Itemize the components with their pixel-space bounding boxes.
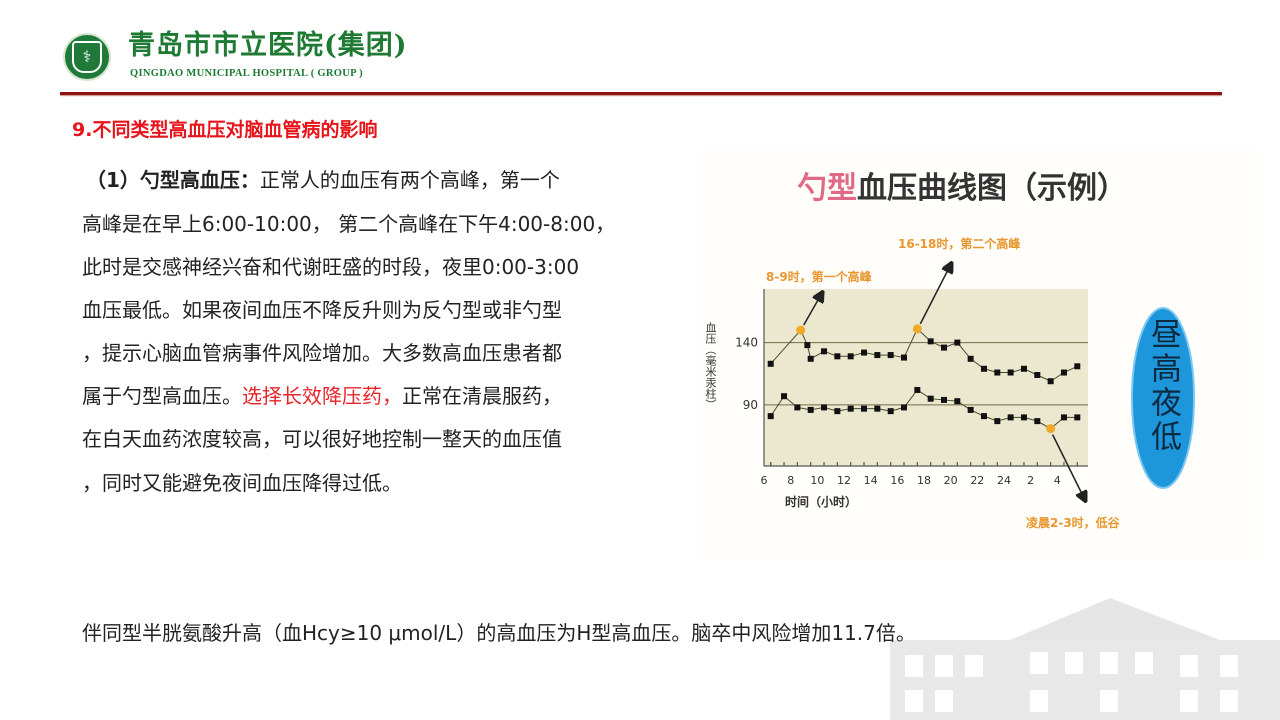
paragraph-line-8: ，同时又能避免夜间血压降得过低。	[82, 471, 402, 495]
data-point	[994, 418, 1001, 425]
data-point	[847, 405, 854, 412]
data-point	[1047, 378, 1054, 385]
h-type-hypertension-note: 伴同型半胱氨酸升高（血Hcy≥10 μmol/L）的高血压为H型高血压。脑卒中风…	[82, 621, 916, 645]
data-point	[821, 348, 828, 355]
data-point	[901, 354, 908, 361]
data-point	[861, 349, 868, 356]
data-point	[1060, 369, 1067, 376]
plot-area	[764, 289, 1088, 466]
x-tick-label: 12	[837, 474, 851, 487]
x-tick-label: 2	[1027, 474, 1034, 487]
paragraph-line-4: 血压最低。如果夜间血压不降反升则为反勺型或非勺型	[82, 298, 562, 322]
data-point	[927, 338, 934, 345]
x-tick-label: 8	[787, 474, 794, 487]
data-point	[887, 352, 894, 359]
annotation-first-peak: 8-9时，第一个高峰	[766, 269, 873, 284]
x-tick-label: 4	[1054, 474, 1061, 487]
data-point	[847, 353, 854, 360]
section-title: 9.不同类型高血压对脑血管病的影响	[72, 119, 378, 141]
data-point	[927, 395, 934, 402]
data-point	[1007, 369, 1014, 376]
data-point	[994, 369, 1001, 376]
highlight-point	[1046, 424, 1056, 434]
hospital-building-watermark	[890, 598, 1280, 720]
data-point	[980, 365, 987, 372]
x-axis-label: 时间（小时）	[785, 494, 857, 509]
annotation-second-peak: 16-18时，第二个高峰	[898, 236, 1021, 251]
data-point	[807, 355, 814, 362]
y-axis-label: 血压（毫米汞柱）	[704, 322, 717, 410]
data-point	[954, 398, 961, 405]
data-point	[1020, 414, 1027, 421]
data-point	[821, 404, 828, 411]
paragraph-lead: （1）勺型高血压：	[86, 168, 260, 192]
data-point	[1034, 418, 1041, 425]
data-point	[1074, 414, 1081, 421]
data-point	[861, 405, 868, 412]
data-point	[794, 404, 801, 411]
data-point	[914, 386, 921, 393]
data-point	[781, 393, 788, 400]
data-point	[980, 413, 987, 420]
x-tick-label: 14	[864, 474, 878, 487]
data-point	[887, 408, 894, 415]
data-point	[940, 344, 947, 351]
y-tick-label: 140	[735, 336, 758, 350]
annotation-arrow	[803, 293, 822, 326]
data-point	[1034, 372, 1041, 379]
chart-title: 勺型血压曲线图（示例）	[797, 171, 1127, 206]
paragraph-line-2: 高峰是在早上6:00-10:00， 第二个高峰在下午4:00-8:00，	[82, 212, 616, 236]
caduceus-icon: ⚕	[72, 41, 102, 73]
annotation-trough: 凌晨2-3时，低谷	[1026, 515, 1121, 530]
data-point	[1074, 363, 1081, 370]
data-point	[874, 405, 881, 412]
annotation-arrow	[919, 264, 951, 325]
data-point	[954, 339, 961, 346]
x-tick-label: 24	[997, 474, 1011, 487]
paragraph-text: 正常在清晨服药，	[402, 384, 562, 408]
data-point	[874, 352, 881, 359]
data-point	[1060, 414, 1067, 421]
day-high-night-low-badge	[1131, 307, 1195, 489]
data-point	[1007, 414, 1014, 421]
paragraph-line-1: （1）勺型高血压：正常人的血压有两个高峰，第一个	[86, 166, 560, 194]
data-point	[834, 408, 841, 415]
data-point	[901, 404, 908, 411]
paragraph-text: 属于勺型高血压。	[82, 384, 242, 408]
hospital-logo: ⚕	[63, 33, 111, 81]
highlight-point	[912, 324, 922, 334]
data-point	[804, 342, 811, 349]
data-point	[807, 406, 814, 413]
header-divider	[60, 92, 1222, 95]
x-tick-label: 16	[890, 474, 904, 487]
highlight-text: 选择长效降压药，	[242, 384, 402, 408]
annotation-arrow	[1051, 434, 1085, 500]
data-point	[967, 406, 974, 413]
data-point	[940, 396, 947, 403]
hospital-name-cn: 青岛市市立医院(集团)	[128, 30, 408, 61]
highlight-point	[796, 325, 806, 335]
x-tick-label: 22	[970, 474, 984, 487]
hospital-name-en: QINGDAO MUNICIPAL HOSPITAL ( GROUP )	[130, 68, 363, 79]
y-tick-label: 90	[743, 398, 758, 412]
paragraph-line-5: ，提示心脑血管病事件风险增加。大多数高血压患者都	[82, 341, 562, 365]
x-tick-label: 6	[761, 474, 768, 487]
x-tick-label: 10	[810, 474, 824, 487]
paragraph-text: 正常人的血压有两个高峰，第一个	[259, 168, 560, 192]
paragraph-line-6: 属于勺型高血压。选择长效降压药，正常在清晨服药，	[82, 382, 562, 410]
x-tick-label: 18	[917, 474, 931, 487]
x-tick-label: 20	[944, 474, 958, 487]
data-point	[1020, 365, 1027, 372]
data-point	[767, 413, 774, 420]
data-point	[834, 353, 841, 360]
paragraph-line-3: 此时是交感神经兴奋和代谢旺盛的时段，夜里0:00-3:00	[82, 255, 580, 279]
badge-label: 昼高夜低	[1145, 318, 1181, 454]
data-point	[767, 360, 774, 367]
data-point	[967, 355, 974, 362]
paragraph-line-7: 在白天血药浓度较高，可以很好地控制一整天的血压值	[82, 427, 562, 451]
